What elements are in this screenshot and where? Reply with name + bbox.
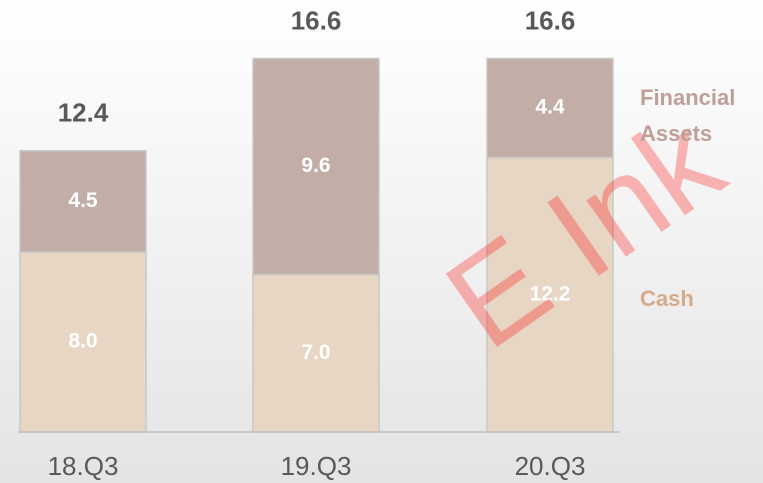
x-tick-label: 18.Q3 [48,451,119,481]
x-tick-label: 19.Q3 [281,451,352,481]
legend-label: Cash [640,286,694,311]
bar-segment [486,156,614,433]
value-label: 4.5 [68,189,98,212]
x-tick-label: 20.Q3 [515,451,586,481]
total-label: 16.6 [525,5,576,35]
value-label: 8.0 [68,330,97,353]
bar-segment [252,57,380,276]
value-label: 9.6 [301,154,330,177]
bar-segment [19,150,147,253]
legend-label: Financial Assets [640,85,736,146]
value-label: 12.2 [530,282,571,305]
value-label: 4.4 [535,96,565,119]
total-label: 12.4 [58,98,109,128]
total-label: 16.6 [291,5,342,35]
value-label: 7.0 [301,341,330,364]
bar-segment [19,251,147,433]
bar-segment [486,57,614,159]
